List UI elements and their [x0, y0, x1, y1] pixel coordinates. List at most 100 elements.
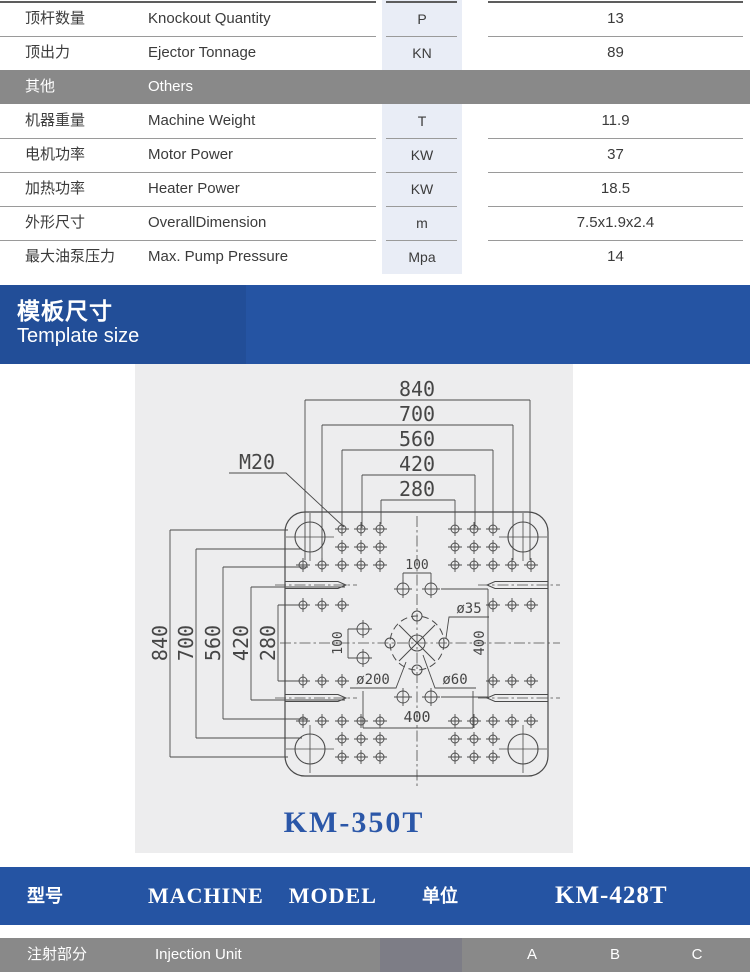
dim-top-840: 840	[399, 377, 435, 401]
column-header-b: B	[609, 946, 620, 963]
spec-value: 14	[607, 248, 624, 265]
spec-label-cn: 外形尺寸	[25, 214, 86, 231]
pitch-100-v: 100	[331, 631, 346, 654]
row-divider	[488, 1, 743, 3]
row-divider	[386, 206, 457, 207]
dim-top-700: 700	[399, 402, 435, 426]
banner-left-shade	[0, 285, 246, 364]
spec-value: 7.5x1.9x2.4	[576, 214, 655, 231]
leader-lines	[229, 472, 489, 689]
spec-unit: KN	[412, 45, 432, 61]
dim-left-420: 420	[229, 625, 253, 661]
spec-label-cn: 加热功率	[25, 180, 86, 197]
spec-row: 外形尺寸 OverallDimension m 7.5x1.9x2.4	[0, 206, 750, 240]
dim-top-560: 560	[399, 427, 435, 451]
spec-label-en: Max. Pump Pressure	[148, 248, 289, 265]
spec-label-cn: 电机功率	[25, 146, 86, 163]
spec-table: 顶杆数量 Knockout Quantity P 13 顶出力 Ejector …	[0, 0, 750, 274]
spec-row: 最大油泵压力 Max. Pump Pressure Mpa 14	[0, 240, 750, 274]
spec-unit: P	[417, 11, 427, 27]
section-banner-template-size: 模板尺寸 Template size	[0, 285, 750, 364]
section-label-cn: 注射部分	[27, 946, 88, 963]
row-divider	[0, 1, 376, 3]
spec-section-header-others: 其他 Others	[0, 70, 750, 104]
column-header-c: C	[691, 946, 703, 963]
spec-label-en: OverallDimension	[148, 214, 267, 231]
section-label-en: Others	[148, 78, 194, 95]
drawing-dimension-text: 840 700 560 420 280 840 700 560 420 280 …	[148, 377, 488, 726]
spec-value: 11.9	[601, 112, 630, 129]
spec-row: 顶出力 Ejector Tonnage KN 89	[0, 36, 750, 70]
dim-left-560: 560	[201, 625, 225, 661]
row-divider	[0, 206, 376, 207]
row-divider	[386, 1, 457, 3]
model-bar-label-en: MACHINE MODEL	[148, 883, 377, 908]
tie-bar-holes	[286, 513, 547, 773]
drawing-model-label: KM-350T	[283, 806, 425, 839]
spec-value: 18.5	[600, 180, 631, 197]
template-drawing: 840 700 560 420 280 840 700 560 420 280 …	[148, 377, 560, 788]
dimension-lines	[169, 399, 531, 758]
row-divider	[386, 240, 457, 241]
injection-unit-header-row: 注射部分 Injection Unit A B C	[0, 938, 750, 972]
row-divider	[386, 138, 457, 139]
dim-left-700: 700	[174, 625, 198, 661]
unit-column-segment	[380, 938, 462, 972]
row-divider	[488, 172, 743, 173]
dia-35-label: ø35	[456, 601, 481, 617]
section-label-en: Injection Unit	[155, 946, 242, 963]
mounting-hole-grid	[296, 522, 538, 764]
row-divider	[386, 172, 457, 173]
spec-label-en: Motor Power	[148, 146, 234, 163]
model-bar-unit-label: 单位	[422, 886, 458, 906]
spec-value: 89	[607, 44, 624, 61]
dim-top-280: 280	[399, 477, 435, 501]
machine-model-bar: 型号 MACHINE MODEL 单位 KM-428T	[0, 867, 750, 925]
spec-label-en: Knockout Quantity	[148, 10, 271, 27]
spec-row: 加热功率 Heater Power KW 18.5	[0, 172, 750, 206]
center-bolt-circle	[384, 610, 450, 676]
spec-unit: KW	[410, 147, 434, 163]
pitch-100-h: 100	[405, 558, 428, 573]
row-divider	[488, 206, 743, 207]
dim-left-280: 280	[256, 625, 280, 661]
banner-title-en: Template size	[17, 325, 140, 347]
spec-label-cn: 最大油泵压力	[25, 248, 116, 265]
unit-column-background	[382, 0, 462, 274]
spec-row: 顶杆数量 Knockout Quantity P 13	[0, 1, 750, 36]
row-divider	[0, 240, 376, 241]
dia-60-label: ø60	[442, 672, 467, 688]
thread-label-m20: M20	[239, 450, 275, 474]
section-label-cn: 其他	[25, 78, 56, 95]
row-divider	[386, 36, 457, 37]
banner-title-cn: 模板尺寸	[17, 298, 113, 324]
spec-label-en: Machine Weight	[148, 112, 256, 129]
row-divider	[488, 138, 743, 139]
dia-200-label: ø200	[356, 672, 390, 688]
spec-unit: KW	[410, 181, 434, 197]
row-divider	[0, 36, 376, 37]
spec-unit: m	[416, 215, 428, 231]
spec-value: 13	[607, 10, 624, 27]
row-divider	[0, 138, 376, 139]
model-bar-model-value: KM-428T	[555, 882, 668, 909]
spec-unit: T	[417, 113, 427, 129]
dim-top-420: 420	[399, 452, 435, 476]
dim-left-840: 840	[148, 625, 172, 661]
row-divider	[488, 36, 743, 37]
row-divider	[0, 172, 376, 173]
spec-row: 电机功率 Motor Power KW 37	[0, 138, 750, 172]
spec-label-cn: 顶杆数量	[25, 10, 86, 27]
pitch-400-v: 400	[472, 630, 488, 655]
pitch-400-h: 400	[403, 708, 430, 726]
spec-label-cn: 顶出力	[25, 44, 71, 61]
ejector-slots	[285, 581, 548, 702]
row-divider	[488, 240, 743, 241]
spec-row: 机器重量 Machine Weight T 11.9	[0, 104, 750, 138]
spec-unit: Mpa	[408, 249, 436, 265]
drawing-panel: 840 700 560 420 280 840 700 560 420 280 …	[135, 364, 573, 853]
model-bar-label-cn: 型号	[27, 886, 63, 906]
platen-outline	[284, 511, 549, 777]
spec-label-en: Ejector Tonnage	[148, 44, 257, 61]
spec-value: 37	[607, 146, 624, 163]
